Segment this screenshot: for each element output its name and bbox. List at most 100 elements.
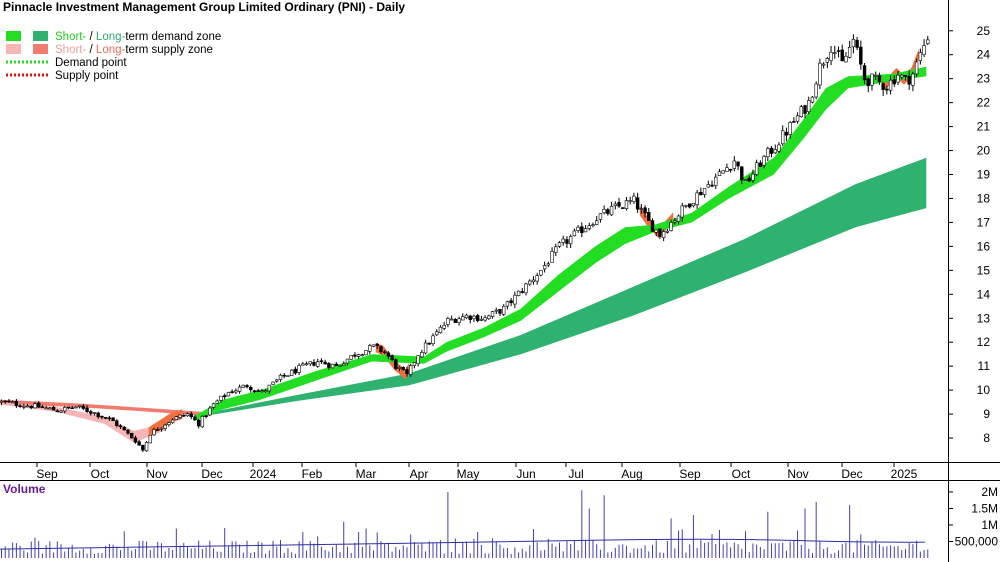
candle-body (382, 351, 387, 354)
candle-body (245, 385, 249, 388)
candle-body (717, 171, 722, 177)
candle-body (870, 73, 874, 86)
candle-body (479, 318, 484, 321)
x-tick-label: Nov (146, 467, 167, 481)
candle-body (29, 405, 33, 409)
price-tick-label: 20 (977, 144, 991, 158)
candle-body (137, 441, 141, 446)
candle-body (803, 105, 807, 114)
legend-demand-zone: Short- / Long-term demand zone (55, 31, 221, 43)
legend-demand-sep: / (86, 31, 96, 43)
candle-body (211, 403, 216, 408)
candle-body (550, 251, 554, 263)
candle-body (531, 279, 536, 282)
candle-body (282, 374, 286, 377)
candle-body (773, 149, 777, 154)
legend-supply-short: Short- (55, 44, 86, 56)
candle-body (624, 200, 629, 209)
candle-body (48, 407, 52, 410)
candle-body (762, 156, 766, 166)
candle-body (368, 345, 372, 352)
candle-body (561, 238, 565, 243)
candle-body (903, 75, 908, 77)
candle-body (442, 324, 446, 329)
legend-supply-sep: / (86, 44, 96, 56)
candle-body (862, 65, 867, 81)
candle-body (635, 197, 640, 210)
candle-body (594, 220, 599, 225)
candle-body (892, 79, 897, 85)
candle-body (96, 412, 100, 418)
candle-body (446, 318, 450, 325)
candle-body (55, 410, 60, 413)
candle-body (777, 144, 781, 152)
candle-body (539, 270, 543, 276)
candle-body (252, 390, 257, 392)
legend-swatch-short-supply (6, 44, 21, 54)
candle-body (144, 442, 149, 452)
candle-body (725, 167, 729, 172)
candle-body (535, 275, 539, 282)
price-tick-label: 12 (977, 335, 991, 349)
price-tick-label: 11 (978, 359, 991, 373)
candle-body (338, 364, 342, 367)
price-tick-label: 19 (977, 168, 991, 182)
candle-body (520, 291, 525, 293)
candle-body (304, 363, 309, 366)
candle-body (40, 406, 45, 408)
volume-axis: 2M 1.5M 1M 500,000 (948, 485, 998, 548)
candle-body (565, 239, 569, 244)
legend-demand-long: Long- (96, 31, 126, 43)
candle-body (721, 170, 725, 174)
candle-body (814, 83, 818, 98)
candle-body (609, 206, 614, 216)
candle-body (613, 203, 618, 206)
candle-body (516, 290, 521, 297)
candle-body (825, 58, 830, 63)
candle-body (702, 187, 707, 195)
candle-body (3, 400, 7, 403)
candle-body (691, 202, 696, 207)
candle-body (249, 386, 253, 391)
price-tick-label: 24 (977, 48, 991, 62)
candle-body (36, 402, 41, 408)
candle-body (743, 179, 748, 181)
candle-body (234, 390, 238, 393)
candle-body (840, 49, 844, 62)
candle-body (215, 400, 219, 404)
price-tick-label: 13 (977, 311, 991, 325)
x-tick-label: Jun (516, 467, 535, 481)
candle-body (676, 215, 681, 222)
price-tick-label: 9 (983, 407, 990, 421)
candle-body (475, 315, 480, 321)
candle-body (844, 55, 848, 63)
candle-body (133, 437, 138, 443)
supply-flip-segment (639, 205, 674, 238)
volume-tick-label: 1.5M (971, 501, 998, 515)
legend: Short- / Long-term demand zone Short- / … (6, 31, 221, 82)
candle-body (658, 228, 662, 237)
candle-body (490, 311, 495, 317)
candle-body (405, 369, 409, 375)
candle-body (427, 342, 431, 345)
candle-body (77, 405, 82, 408)
candle-body (498, 309, 502, 314)
candle-body (230, 391, 234, 394)
x-tick-label: Dec (201, 467, 222, 481)
long-supply-band (0, 399, 201, 416)
candle-body (810, 96, 815, 103)
price-tick-label: 18 (977, 191, 991, 205)
long-term-supply-zone (0, 399, 201, 416)
x-tick-label: Dec (841, 467, 862, 481)
candle-body (587, 225, 591, 229)
candle-body (319, 360, 324, 363)
candle-body (509, 300, 513, 304)
candle-body (847, 47, 852, 58)
candle-body (907, 76, 911, 85)
candle-body (353, 354, 357, 357)
candle-body (468, 315, 472, 321)
candle-body (163, 424, 167, 429)
candle-body (293, 368, 298, 374)
